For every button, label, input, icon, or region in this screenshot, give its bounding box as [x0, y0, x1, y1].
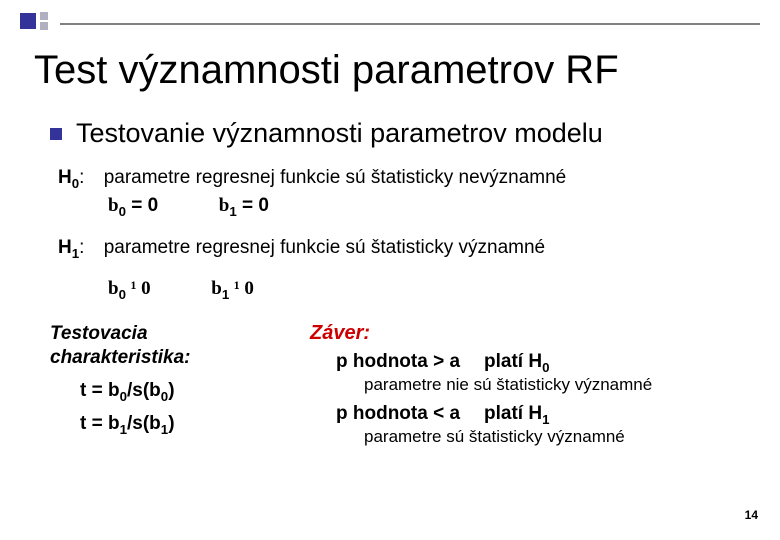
tc-formula-1: t = b0/s(b0)	[80, 380, 310, 404]
header-rule	[60, 23, 760, 25]
h1-line: H1: parametre regresnej funkcie sú štati…	[58, 237, 750, 261]
slide-body: Testovanie významnosti parametrov modelu…	[50, 118, 750, 447]
bullet-item: Testovanie významnosti parametrov modelu	[50, 118, 750, 149]
bullet-square-icon	[50, 128, 62, 140]
h1-betas: b0 ¹ 0 b1 ¹ 0	[108, 278, 750, 302]
right-column: Záver: p hodnota > aplatí H0 parametre n…	[310, 322, 750, 447]
h0-text: parametre regresnej funkcie sú štatistic…	[104, 167, 567, 188]
bullet-text: Testovanie významnosti parametrov modelu	[76, 118, 603, 149]
deco-square-large	[20, 13, 36, 29]
h1-colon: :	[79, 237, 84, 258]
h0-colon: :	[79, 167, 84, 188]
left-column: Testovacia charakteristika: t = b0/s(b0)…	[50, 322, 310, 447]
header-decoration	[20, 12, 48, 30]
bottom-columns: Testovacia charakteristika: t = b0/s(b0)…	[50, 322, 750, 447]
deco-square-small	[40, 12, 48, 20]
deco-square-small	[40, 22, 48, 30]
conclusion-1-note: parametre nie sú štatisticky významné	[364, 375, 750, 395]
conclusion-2: p hodnota < aplatí H1	[336, 403, 750, 427]
h1-label: H1	[58, 237, 79, 258]
conclusion-heading: Záver:	[310, 322, 750, 345]
conclusion-1: p hodnota > aplatí H0	[336, 351, 750, 375]
h0-betas: b0 = 0 b1 = 0	[108, 195, 750, 219]
page-number: 14	[745, 508, 758, 522]
slide-title: Test významnosti parametrov RF	[34, 48, 619, 93]
conclusion-2-note: parametre sú štatisticky významné	[364, 427, 750, 447]
h0-line: H0: parametre regresnej funkcie sú štati…	[58, 167, 750, 191]
tc-formula-2: t = b1/s(b1)	[80, 413, 310, 437]
h1-text: parametre regresnej funkcie sú štatistic…	[104, 237, 545, 258]
tc-heading: Testovacia charakteristika:	[50, 322, 310, 370]
h0-label: H0	[58, 167, 79, 188]
